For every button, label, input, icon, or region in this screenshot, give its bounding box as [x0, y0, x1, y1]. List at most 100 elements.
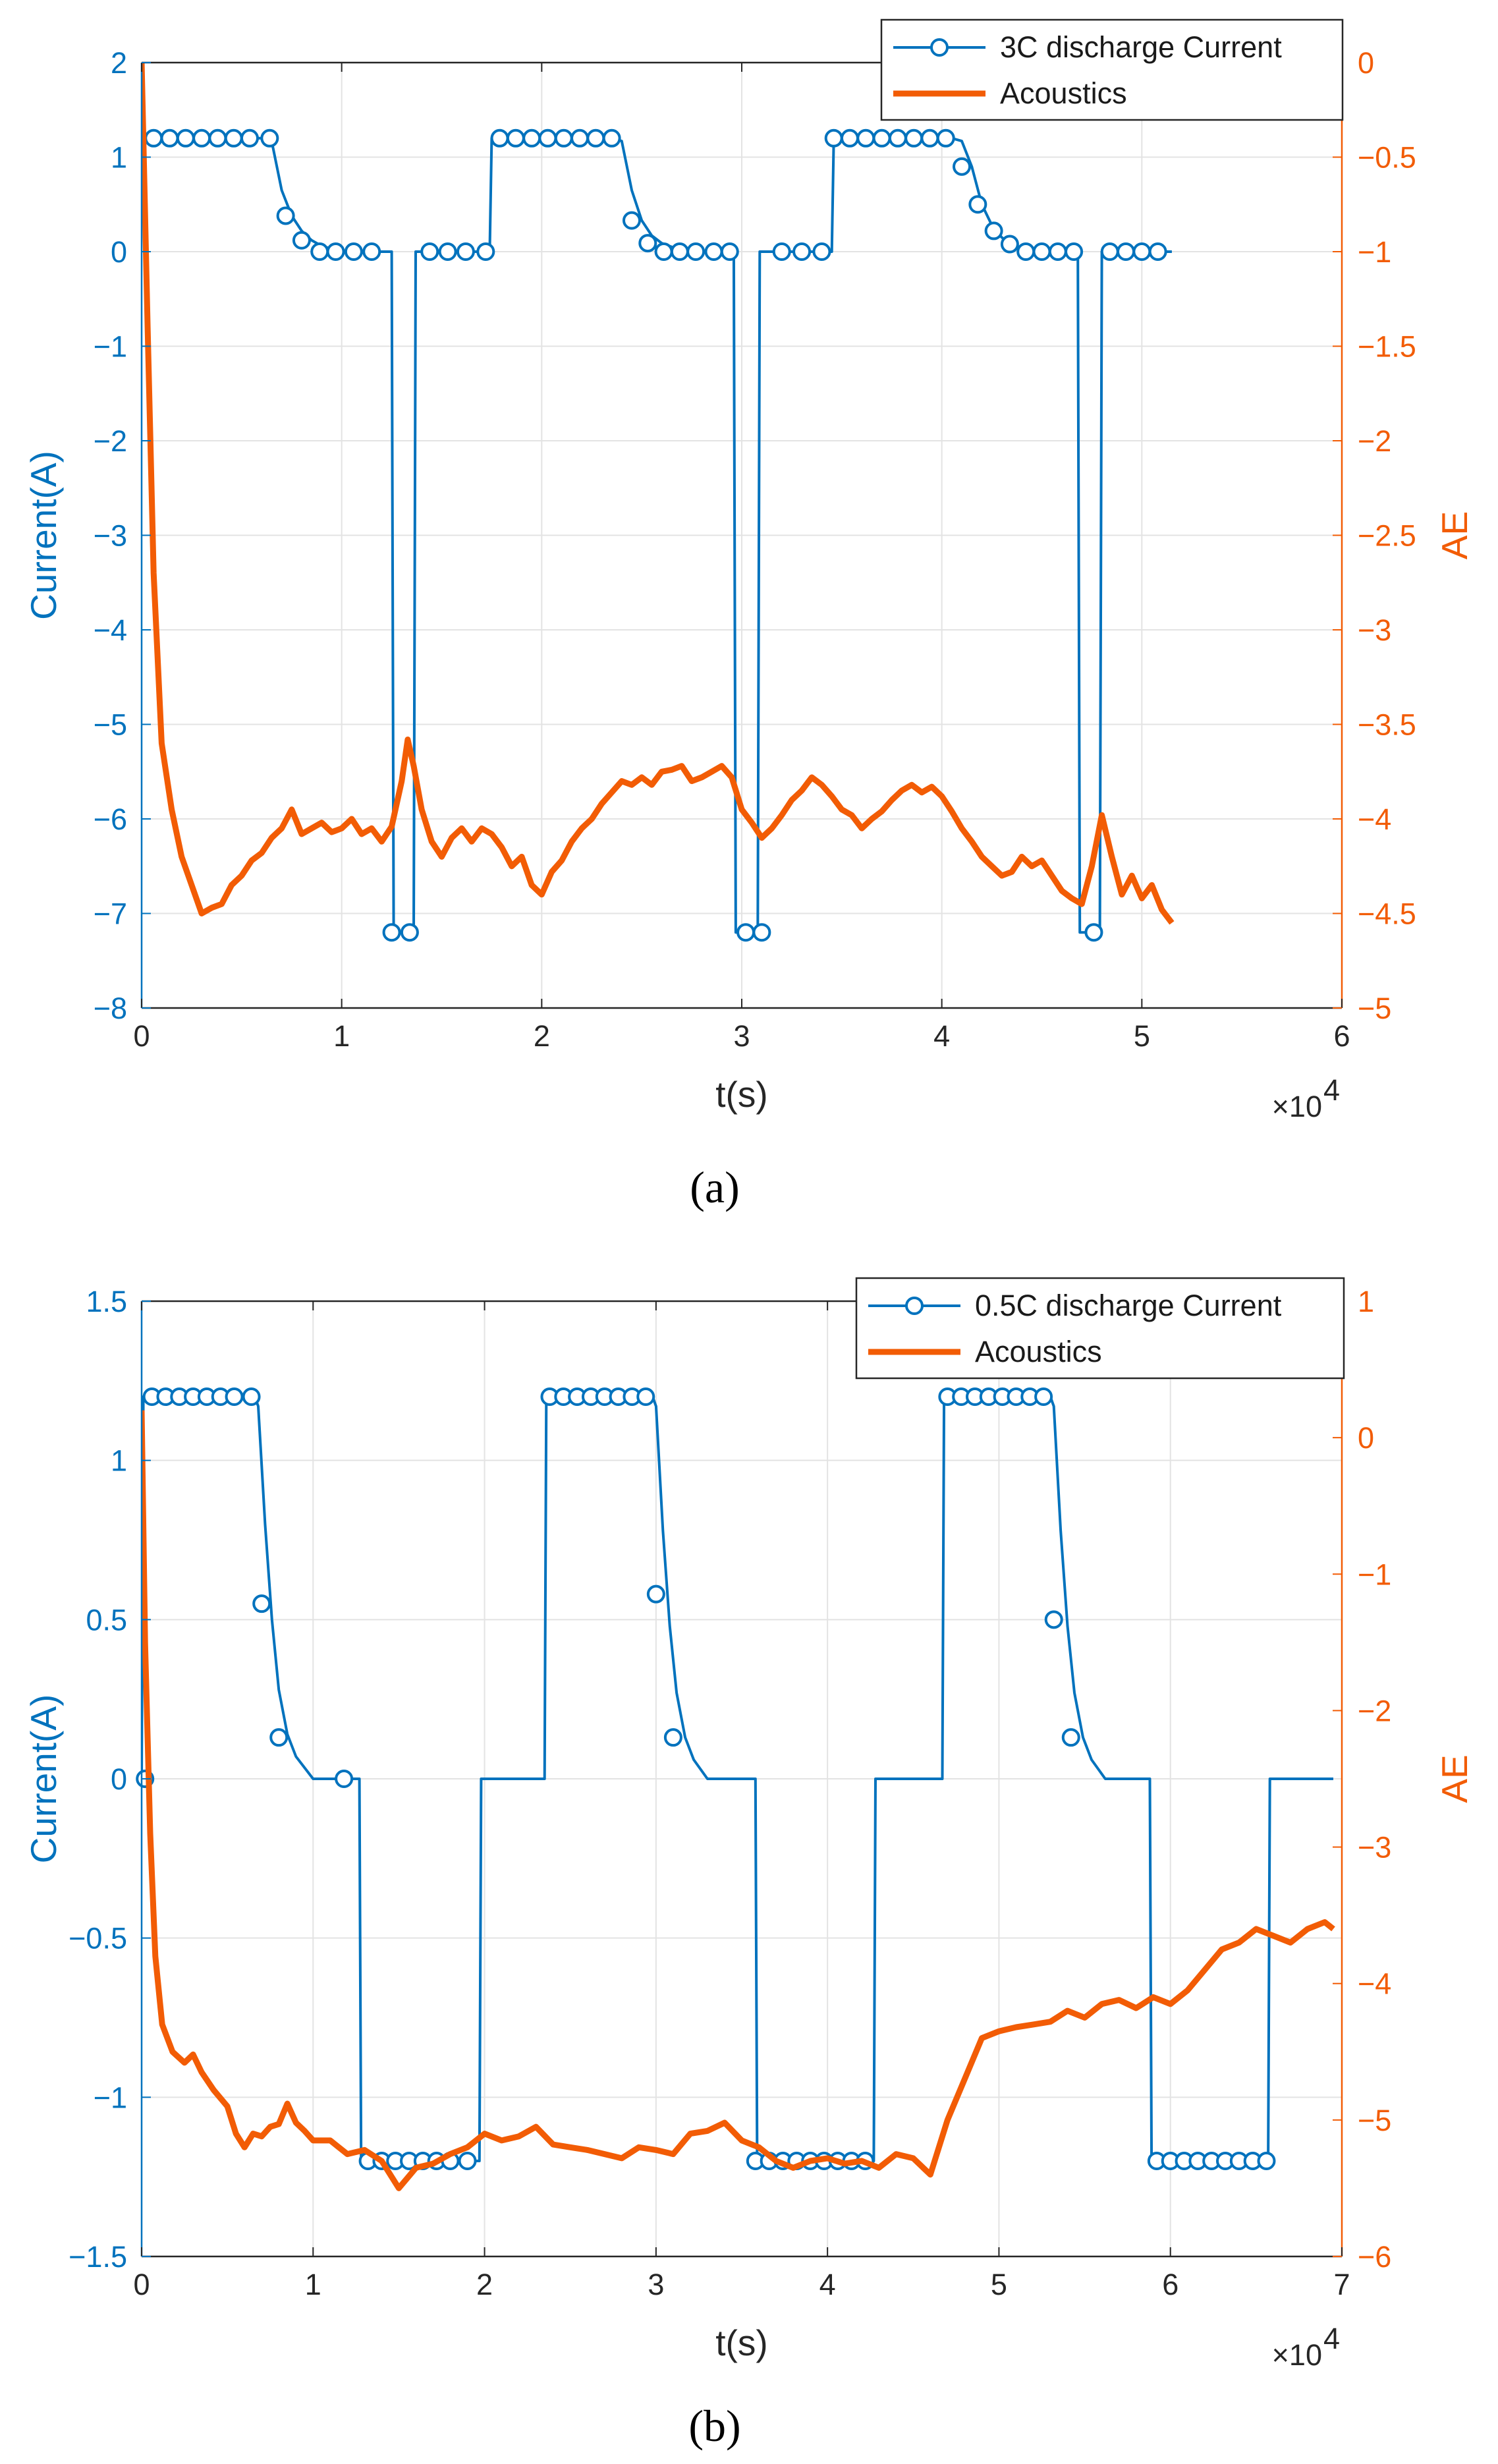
- data-point-marker: [638, 234, 657, 253]
- data-point-marker: [362, 242, 381, 261]
- y-right-tick-label: −4: [1358, 802, 1391, 836]
- x-tick-label: 6: [1333, 1019, 1350, 1053]
- legend-label-acoustics: Acoustics: [1000, 76, 1127, 110]
- data-point-marker: [490, 128, 509, 148]
- data-point-marker: [538, 128, 557, 148]
- y-right-tick-label: −3: [1358, 1831, 1391, 1864]
- x-tick-label: 1: [305, 2268, 321, 2301]
- data-point-marker: [292, 231, 311, 250]
- y-left-tick-label: −1.5: [69, 2240, 127, 2274]
- y-right-axis-label: AE: [1434, 511, 1475, 559]
- x-tick-label: 3: [733, 1019, 750, 1053]
- x-axis-label: t(s): [715, 1074, 767, 1115]
- y-left-tick-label: 1: [111, 141, 127, 175]
- y-left-tick-label: −7: [94, 897, 127, 931]
- y-right-tick-label: −3.5: [1358, 708, 1416, 742]
- y-right-tick-label: −1.5: [1358, 330, 1416, 364]
- data-point-marker: [622, 211, 641, 230]
- x-axis-label: t(s): [715, 2322, 767, 2363]
- series-line-acoustics: [142, 63, 1175, 925]
- data-point-marker: [240, 128, 259, 148]
- data-point-marker: [269, 1728, 289, 1747]
- data-point-marker: [646, 1584, 665, 1604]
- y-left-tick-label: −8: [94, 992, 127, 1025]
- y-left-axis-label: Current(A): [23, 1694, 64, 1864]
- data-point-marker: [968, 195, 987, 214]
- series-line-acoustics: [142, 1410, 1335, 2191]
- data-point-marker: [335, 1770, 354, 1788]
- data-point-marker: [792, 242, 812, 261]
- series-line-0-5c-discharge-current: [142, 1395, 1333, 2162]
- data-point-marker: [1132, 242, 1151, 261]
- data-point-marker: [382, 923, 401, 942]
- data-point-marker: [1148, 242, 1167, 261]
- data-point-marker: [936, 128, 955, 148]
- y-left-tick-label: −6: [94, 802, 127, 836]
- data-point-marker: [326, 242, 345, 261]
- data-point-marker: [812, 242, 831, 261]
- y-left-tick-label: −1: [94, 2081, 127, 2114]
- data-point-marker: [554, 128, 573, 148]
- data-point-marker: [888, 128, 907, 148]
- y-right-tick-label: −1: [1358, 1557, 1391, 1591]
- data-point-marker: [420, 242, 439, 261]
- y-right-tick-label: −2.5: [1358, 519, 1416, 553]
- data-point-marker: [586, 128, 605, 148]
- data-point-marker: [224, 128, 243, 148]
- y-right-tick-label: −0.5: [1358, 141, 1416, 175]
- y-right-tick-label: −6: [1358, 2240, 1391, 2274]
- x-tick-label: 0: [133, 1019, 150, 1053]
- data-point-marker: [1084, 923, 1103, 942]
- x-tick-label: 2: [476, 2268, 493, 2301]
- x-exponent-label: ×10: [1272, 1090, 1322, 1123]
- data-point-marker: [1044, 1610, 1063, 1629]
- y-left-tick-label: −1: [94, 330, 127, 364]
- data-point-marker: [160, 128, 179, 148]
- y-left-tick-label: 1: [111, 1444, 127, 1478]
- y-left-axis-label: Current(A): [23, 451, 64, 620]
- data-point-marker: [840, 128, 859, 148]
- y-left-tick-label: −2: [94, 424, 127, 458]
- x-tick-label: 4: [933, 1019, 950, 1053]
- legend-current-marker: [905, 1297, 924, 1315]
- y-left-tick-label: −3: [94, 519, 127, 553]
- x-exponent-power: 4: [1323, 1073, 1340, 1107]
- data-point-marker: [456, 242, 475, 261]
- legend-box: [880, 18, 1344, 121]
- data-point-marker: [1000, 235, 1019, 254]
- y-right-tick-label: −5: [1358, 992, 1391, 1025]
- y-right-tick-label: −2: [1358, 424, 1391, 458]
- data-point-marker: [570, 128, 590, 148]
- data-point-marker: [1257, 2152, 1276, 2170]
- x-tick-label: 0: [133, 2268, 150, 2301]
- x-tick-label: 5: [1134, 1019, 1150, 1053]
- y-right-tick-label: −2: [1358, 1694, 1391, 1727]
- data-point-marker: [344, 242, 363, 261]
- y-right-tick-label: −4.5: [1358, 897, 1416, 931]
- y-left-tick-label: 0.5: [86, 1603, 127, 1637]
- panel-b: 0 1 2 3 4 5 6 7 −1.5 −1 −0.5 0 0.5 1 1.5 −6 −5 −4 −3 −2 −1 0 1…: [23, 1277, 1475, 2372]
- x-tick-label: 2: [534, 1019, 550, 1053]
- y-right-tick-label: −5: [1358, 2104, 1391, 2137]
- data-point-marker: [686, 242, 706, 261]
- data-point-marker: [824, 128, 843, 148]
- data-point-marker: [602, 128, 621, 148]
- data-point-marker: [225, 1387, 244, 1406]
- data-point-marker: [310, 242, 329, 261]
- legend-label-current: 3C discharge Current: [1000, 30, 1282, 64]
- x-tick-label: 1: [333, 1019, 350, 1053]
- y-right-tick-label: −3: [1358, 613, 1391, 647]
- data-point-marker: [984, 221, 1003, 240]
- y-left-tick-label: −0.5: [69, 1922, 127, 1955]
- data-point-marker: [506, 128, 525, 148]
- data-point-marker: [856, 128, 875, 148]
- data-point-marker: [654, 242, 673, 261]
- y-left-tick-label: 1.5: [86, 1285, 127, 1318]
- data-point-marker: [1048, 242, 1067, 261]
- data-point-marker: [400, 923, 419, 942]
- data-point-marker: [953, 157, 972, 176]
- data-point-marker: [920, 128, 939, 148]
- data-point-marker: [1016, 242, 1036, 261]
- data-point-marker: [670, 242, 689, 261]
